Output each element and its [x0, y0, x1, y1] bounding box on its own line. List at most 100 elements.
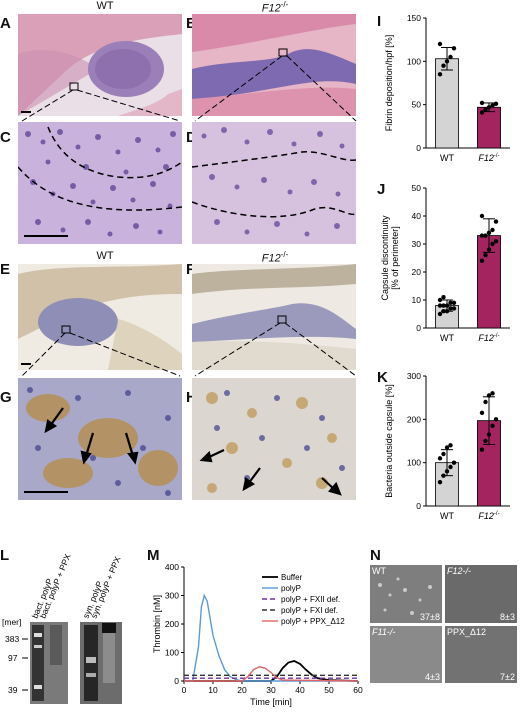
- data-point: [441, 303, 446, 308]
- tile-wt: WT 37±8: [370, 565, 442, 623]
- tile-f12-count: 8±3: [500, 612, 515, 622]
- y-tick-label: 50: [412, 100, 422, 110]
- y-tick-label: 0: [416, 323, 421, 333]
- y-tick-label: 0: [174, 676, 179, 686]
- tile-ppx-label: PPX_Δ12: [447, 627, 487, 637]
- data-point: [490, 103, 495, 108]
- data-point: [448, 464, 453, 470]
- data-point: [451, 460, 457, 465]
- panel-e-micrograph: [18, 264, 182, 370]
- data-point: [479, 233, 485, 238]
- tile-f12-label: F12-/-: [447, 566, 472, 576]
- data-point: [486, 105, 492, 110]
- data-point: [441, 63, 446, 68]
- y-tick-label: 200: [407, 414, 421, 424]
- panel-i-label: I: [377, 13, 382, 30]
- data-point: [490, 391, 495, 396]
- data-point: [441, 451, 446, 457]
- marker-39: 39: [8, 685, 18, 695]
- panel-b-micrograph: [192, 14, 356, 116]
- data-point: [493, 417, 499, 422]
- panel-h-label: H: [186, 389, 197, 406]
- data-point: [479, 447, 485, 452]
- x-tick-label: 40: [295, 685, 305, 695]
- x-category-label: F12-/-: [478, 153, 499, 163]
- chart-k: 0 100 200 300 Bacteria outside capsule [%] WT…: [384, 371, 510, 521]
- mer-label: [mer]: [2, 617, 21, 627]
- tile-ppx: PPX_Δ12 7±2: [445, 626, 517, 683]
- data-point: [486, 393, 492, 398]
- chart-j: 0 10 20 30 40 50 Capsule discontinuity[% of pe…: [380, 183, 510, 343]
- panel-h-micrograph: [192, 378, 356, 500]
- data-point: [437, 456, 443, 461]
- marker-383: 383: [5, 634, 19, 644]
- data-point: [444, 303, 450, 308]
- legend-label: polyP + FXI def.: [281, 606, 338, 615]
- data-point: [448, 54, 453, 60]
- data-point: [493, 239, 499, 244]
- x-category-label: WT: [440, 333, 454, 343]
- tile-wt-label: WT: [372, 566, 386, 576]
- x-category-label: F12-/-: [478, 511, 499, 521]
- panel-f-label: F: [186, 261, 196, 278]
- marker-97: 97: [8, 653, 18, 663]
- y-tick-label: 100: [165, 648, 179, 658]
- data-point: [493, 101, 499, 107]
- data-point: [448, 300, 453, 305]
- y-tick-label: 100: [407, 56, 421, 66]
- x-category-label: WT: [440, 153, 454, 163]
- data-point: [444, 309, 450, 314]
- data-point: [451, 300, 457, 305]
- legend-label: polyP + FXII def.: [281, 595, 340, 604]
- data-point: [441, 473, 446, 478]
- data-point: [437, 479, 443, 485]
- panel-b-title: F12-/-: [261, 0, 289, 15]
- x-axis-label: Time [min]: [250, 697, 292, 707]
- x-tick-label: 20: [237, 685, 247, 695]
- data-point: [483, 399, 488, 405]
- y-tick-label: 40: [412, 211, 422, 221]
- data-point: [479, 410, 485, 416]
- panel-a-label: A: [0, 15, 11, 32]
- panel-c-micrograph: [18, 122, 182, 244]
- data-point: [490, 423, 495, 429]
- x-category-label: WT: [440, 511, 454, 521]
- legend-label: Buffer: [281, 573, 303, 582]
- tile-f11-count: 4±3: [425, 672, 440, 682]
- panel-l-label: L: [0, 547, 10, 564]
- legend-label: polyP: [281, 584, 301, 593]
- y-tick-label: 300: [407, 371, 421, 381]
- panel-f-micrograph: [192, 264, 356, 370]
- panel-d-micrograph: [192, 122, 356, 244]
- data-point: [490, 227, 495, 233]
- panel-k-label: K: [377, 369, 388, 386]
- data-point: [493, 219, 499, 224]
- data-point: [479, 213, 485, 219]
- data-point: [448, 306, 453, 311]
- data-point: [441, 309, 446, 314]
- tile-wt-count: 37±8: [420, 612, 440, 622]
- data-point: [486, 432, 492, 437]
- y-tick-label: 0: [416, 143, 421, 153]
- y-tick-label: 100: [407, 458, 421, 468]
- data-point: [444, 59, 450, 64]
- y-axis-label: Capsule discontinuity[% of perimeter]: [380, 215, 400, 301]
- data-point: [448, 443, 453, 448]
- series-line: [184, 666, 359, 682]
- y-tick-label: 200: [165, 619, 179, 629]
- x-tick-label: 50: [324, 685, 334, 695]
- data-point: [479, 100, 485, 106]
- data-point: [444, 469, 450, 474]
- data-point: [451, 46, 457, 51]
- tile-ppx-count: 7±2: [500, 672, 515, 682]
- panel-g-label: G: [0, 389, 12, 406]
- panel-e-label: E: [0, 261, 11, 278]
- zoom-connector-lines-2: [21, 322, 357, 377]
- chart-i: 0 50 100 150 Fibrin deposition/hpf [%] WT F12-…: [384, 13, 510, 163]
- y-tick-label: 50: [412, 183, 422, 193]
- data-point: [483, 438, 488, 444]
- panel-m-label: M: [147, 547, 160, 564]
- data-point: [483, 107, 488, 113]
- tile-f11-label: F11-/-: [372, 627, 396, 637]
- x-category-label: F12-/-: [478, 333, 499, 343]
